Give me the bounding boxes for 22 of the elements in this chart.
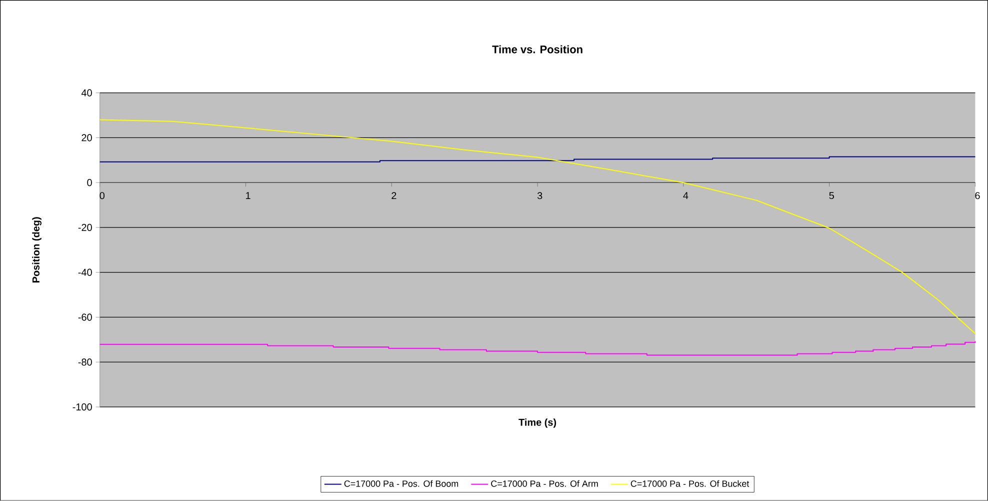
x-tick-label: 6 xyxy=(975,192,980,200)
x-tick-label: 2 xyxy=(392,192,396,200)
x-tick-label: 5 xyxy=(829,192,834,200)
x-tick-label: 1 xyxy=(246,192,250,200)
y-tick-label: -60 xyxy=(78,314,92,321)
legend-label: C=17000 Pa - Pos. Of Boom xyxy=(344,480,458,487)
legend-label: C=17000 Pa - Pos. Of Bucket xyxy=(630,480,750,487)
legend-label: C=17000 Pa - Pos. Of Arm xyxy=(491,480,598,487)
y-tick-label: -40 xyxy=(78,268,92,276)
chart-title: Time vs. Position xyxy=(492,45,582,54)
y-axis-title: Position (deg) xyxy=(32,217,42,283)
x-tick-label: 3 xyxy=(537,192,542,200)
y-tick-label: 40 xyxy=(81,89,92,96)
y-tick-label: -100 xyxy=(72,404,92,411)
y-tick-label: -20 xyxy=(78,224,92,232)
line-series xyxy=(99,119,976,334)
x-tick-label: 4 xyxy=(683,192,688,200)
y-tick-label: 0 xyxy=(87,179,92,186)
x-tick-label: 0 xyxy=(100,192,105,200)
y-tick-label: 20 xyxy=(82,134,92,142)
x-axis-title: Time (s) xyxy=(518,418,556,428)
y-tick-label: -80 xyxy=(78,358,92,366)
